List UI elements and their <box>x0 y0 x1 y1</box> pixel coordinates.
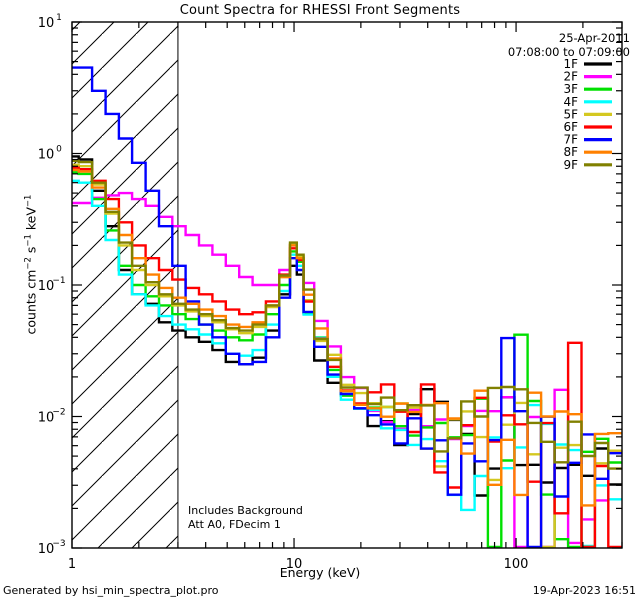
svg-text:−1: −1 <box>52 276 65 286</box>
y-tick-label: 10−1 <box>38 276 66 294</box>
svg-text:10: 10 <box>38 148 55 163</box>
svg-text:−3: −3 <box>52 539 65 549</box>
svg-text:1: 1 <box>56 13 62 23</box>
series-3F <box>72 171 622 548</box>
x-tick-label: 1 <box>68 557 76 572</box>
annotation-includes-background: Includes Background <box>188 504 303 517</box>
obs-time-range: 07:08:00 to 07:09:00 <box>507 45 630 59</box>
legend-label-3F: 3F <box>563 82 578 96</box>
legend-label-4F: 4F <box>563 95 578 109</box>
legend-label-8F: 8F <box>563 145 578 159</box>
y-tick-label: 10−2 <box>38 408 66 426</box>
axis-layer <box>71 21 623 549</box>
legend-label-1F: 1F <box>563 57 578 71</box>
x-tick-label: 10 <box>286 557 303 572</box>
series-4F <box>72 179 622 548</box>
svg-text:10: 10 <box>38 542 55 557</box>
footer-generator: Generated by hsi_min_spectra_plot.pro <box>3 584 219 597</box>
y-tick-label: 10−3 <box>38 539 66 557</box>
y-tick-label: 10 0 <box>38 145 62 163</box>
legend-label-7F: 7F <box>563 133 578 147</box>
svg-text:10: 10 <box>38 279 55 294</box>
svg-text:−2: −2 <box>52 408 65 418</box>
series-layer <box>72 66 622 548</box>
y-tick-label: 10 1 <box>38 13 62 31</box>
excluded-band-hatch <box>72 22 179 548</box>
page-title: Count Spectra for RHESSI Front Segments <box>179 3 461 18</box>
series-5F <box>72 163 622 548</box>
series-6F <box>72 166 622 548</box>
legend-label-9F: 9F <box>563 158 578 172</box>
obs-date: 25-Apr-2011 <box>558 31 630 45</box>
y-axis-label: counts cm−2 s−1 keV−1 <box>23 194 39 335</box>
legend-label-5F: 5F <box>563 107 578 121</box>
x-axis-label: Energy (keV) <box>279 565 361 580</box>
annotation-att-fdecim: Att A0, FDecim 1 <box>188 518 281 531</box>
series-8F <box>72 168 622 507</box>
footer-timestamp: 19-Apr-2023 16:51 <box>532 584 636 597</box>
series-1F <box>72 155 622 497</box>
svg-text:10: 10 <box>38 16 55 31</box>
legend-label-6F: 6F <box>563 120 578 134</box>
svg-text:10: 10 <box>38 411 55 426</box>
svg-text:0: 0 <box>56 145 62 155</box>
legend-label-2F: 2F <box>563 70 578 84</box>
series-9F <box>72 159 622 470</box>
x-tick-label: 100 <box>504 557 529 572</box>
